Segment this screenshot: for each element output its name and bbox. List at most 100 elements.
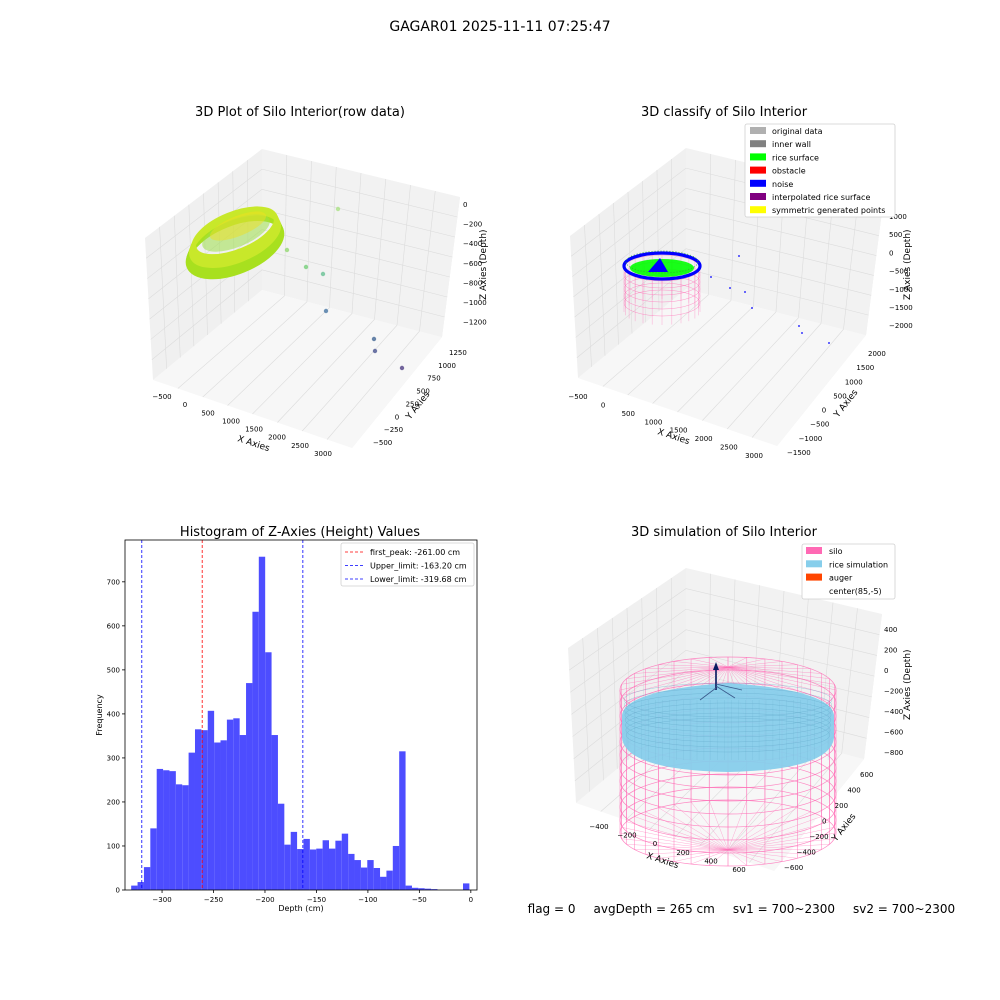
grid-line bbox=[724, 747, 820, 855]
z-tick-label: −800 bbox=[463, 279, 482, 287]
histogram-bar bbox=[411, 887, 419, 890]
y-tick-label: 1500 bbox=[856, 364, 874, 372]
histogram-bar bbox=[405, 885, 412, 890]
x-tick-label: −100 bbox=[358, 896, 377, 904]
grid-line bbox=[571, 629, 875, 715]
x-tick-label: 500 bbox=[201, 409, 214, 417]
legend-label: center(85,-5) bbox=[829, 587, 882, 596]
silo-floor-rib bbox=[621, 827, 729, 851]
silo-floor-rib bbox=[658, 849, 729, 859]
x-tick-label: 3000 bbox=[745, 452, 763, 460]
classify-plot-y-ticks: −1500 −1000 −500 0 500 1000 1500 2000 bbox=[787, 350, 886, 457]
silo-floor-rib bbox=[727, 816, 822, 851]
x-tick-label: 2000 bbox=[695, 435, 713, 443]
rice-surface-mesh bbox=[625, 702, 832, 738]
histogram-bar bbox=[392, 845, 400, 890]
silo-floor-rib bbox=[727, 849, 822, 851]
histogram-bar bbox=[182, 785, 189, 890]
grid-line bbox=[573, 208, 877, 298]
noise-cluster bbox=[648, 258, 668, 272]
grid-line bbox=[202, 301, 308, 398]
simulation-3d-plot: 3D simulation of Silo Interior −400 −200 0… bbox=[568, 525, 913, 874]
grid-line bbox=[598, 213, 606, 356]
histogram-bar bbox=[131, 885, 138, 890]
histogram-bar bbox=[143, 867, 151, 890]
histogram-x-ticks: −300 −250 −200 −150 −100 −50 0 bbox=[152, 890, 473, 904]
silo-roof-rib bbox=[727, 666, 811, 670]
silo-roof-rib bbox=[673, 661, 729, 668]
pane-floor bbox=[578, 289, 866, 446]
histogram-bar bbox=[137, 882, 144, 890]
silo-floor-rib bbox=[727, 832, 837, 851]
z-tick-label: 0 bbox=[884, 667, 888, 675]
silo-floor-rib bbox=[727, 804, 783, 851]
silo-roof-rib bbox=[727, 666, 830, 679]
legend-swatch bbox=[806, 586, 822, 594]
x-tick-label: 3000 bbox=[314, 450, 332, 458]
silo-floor-rib bbox=[658, 807, 729, 851]
histogram-legend: first_peak: -261.00 cm Upper_limit: -163.… bbox=[340, 542, 475, 587]
noise-point bbox=[751, 307, 753, 309]
z-tick-label: −600 bbox=[884, 729, 903, 737]
pane-floor bbox=[153, 290, 442, 448]
histogram-bar bbox=[418, 888, 425, 890]
y-tick-label: −400 bbox=[797, 849, 816, 857]
y-tick-label: 500 bbox=[833, 392, 846, 400]
grid-line bbox=[419, 190, 436, 332]
outlier-point bbox=[372, 348, 378, 354]
pane-left bbox=[570, 148, 686, 378]
histogram-bar bbox=[265, 652, 272, 890]
outlier-point bbox=[323, 308, 329, 314]
grid-line bbox=[568, 588, 880, 671]
grid-line bbox=[584, 224, 592, 367]
legend-label: Upper_limit: -163.20 cm bbox=[370, 562, 467, 571]
status-sv2: sv2 = 700~2300 bbox=[852, 902, 956, 916]
y-tick-label: 500 bbox=[107, 666, 120, 674]
histogram-y-ticks: 0 100 200 300 400 500 600 700 bbox=[107, 578, 125, 895]
simulation-plot-legend: silo rice simulation auger center(85,-5) bbox=[801, 543, 896, 600]
silo-floor-rib bbox=[626, 821, 729, 851]
simulation-auger bbox=[699, 662, 743, 701]
histogram-bar bbox=[328, 848, 336, 890]
histogram-bar bbox=[169, 771, 176, 890]
silo-floor-rib bbox=[619, 832, 729, 851]
x-tick-label: 0 bbox=[183, 401, 187, 409]
z-tick-label: −400 bbox=[463, 240, 482, 248]
noise-point bbox=[828, 342, 830, 344]
legend-swatch bbox=[750, 193, 766, 200]
y-tick-label: 200 bbox=[835, 802, 848, 810]
legend-label: symmetric generated points bbox=[772, 206, 885, 215]
grid-line bbox=[611, 617, 618, 769]
histogram-bar bbox=[175, 784, 183, 890]
outlier-point bbox=[371, 336, 377, 342]
legend-label: interpolated rice surface bbox=[772, 193, 870, 202]
raw-plot-x-ticks: −500 0 500 1000 1500 2000 2500 3000 bbox=[152, 393, 332, 458]
y-tick-label: 0 bbox=[395, 413, 399, 421]
noise-point bbox=[744, 291, 746, 293]
simulation-plot-title: 3D simulation of Silo Interior bbox=[631, 525, 818, 540]
outlier-point bbox=[284, 247, 290, 253]
rice-surface-mesh bbox=[625, 707, 831, 743]
silo-floor-rib bbox=[709, 849, 729, 866]
grid-line bbox=[602, 294, 709, 387]
x-tick-label: 2500 bbox=[291, 442, 309, 450]
silo-floor-rib bbox=[645, 849, 729, 855]
noise-point bbox=[801, 332, 803, 334]
grid-line bbox=[284, 154, 288, 296]
grid-line bbox=[351, 172, 362, 314]
histogram-bar bbox=[194, 729, 202, 890]
grid-line bbox=[145, 168, 458, 259]
x-tick-label: −500 bbox=[568, 393, 587, 401]
grid-line bbox=[227, 307, 330, 406]
raw-plot-title: 3D Plot of Silo Interior(row data) bbox=[195, 105, 405, 120]
x-tick-label: 2500 bbox=[720, 444, 738, 452]
y-tick-label: −1000 bbox=[799, 435, 823, 443]
status-flag: flag = 0 bbox=[527, 902, 576, 916]
histogram-bar bbox=[150, 828, 157, 890]
legend-label: original data bbox=[772, 127, 823, 136]
rice-surface-mesh bbox=[623, 682, 833, 718]
classify-plot-z-ticks: 1000 500 0 −500 −1000 −1500 −2000 bbox=[889, 213, 913, 330]
silo-roof-rib bbox=[634, 666, 729, 674]
histogram-bar bbox=[373, 867, 381, 890]
